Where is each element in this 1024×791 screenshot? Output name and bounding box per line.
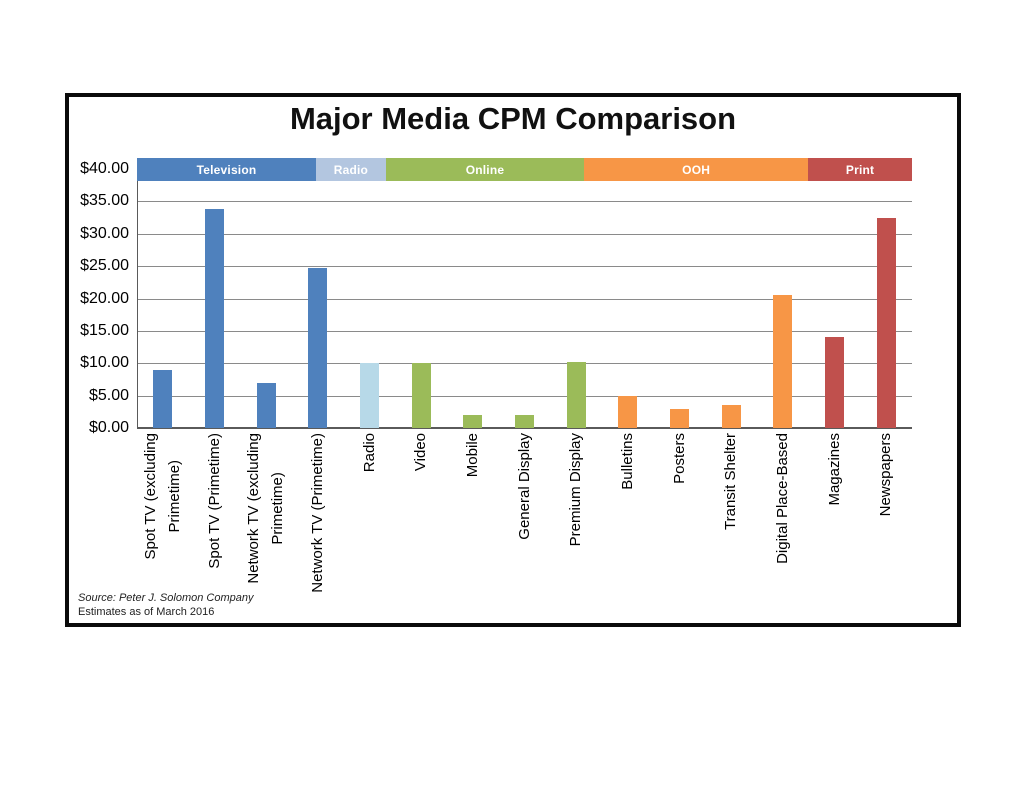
x-axis-label-video: Video bbox=[412, 433, 430, 472]
bar-spot-tv-primetime bbox=[205, 209, 224, 428]
legend-label-online: Online bbox=[465, 162, 505, 177]
x-axis-label-magazines: Magazines bbox=[825, 433, 843, 506]
chart-title: Major Media CPM Comparison bbox=[289, 101, 737, 136]
legend-segment-print: Print bbox=[808, 158, 912, 181]
bar-general-display bbox=[515, 415, 534, 428]
y-axis-tick-label-15: $15.00 bbox=[80, 321, 129, 339]
legend-label-print: Print bbox=[845, 162, 875, 177]
y-axis-tick-label-10: $10.00 bbox=[80, 354, 129, 372]
source-note-line-2: Estimates as of March 2016 bbox=[78, 606, 215, 618]
x-axis-label-general-display: General Display bbox=[515, 433, 533, 540]
bar-premium-display bbox=[566, 361, 586, 428]
y-axis-tick-label-30: $30.00 bbox=[80, 224, 129, 242]
y-axis-tick-label-5: $5.00 bbox=[88, 386, 129, 404]
bar-network-tv-primetime bbox=[308, 267, 328, 428]
bar-magazines bbox=[825, 337, 844, 428]
legend-label-ooh: OOH bbox=[682, 162, 711, 177]
y-axis-tick-label-35: $35.00 bbox=[80, 192, 129, 210]
bar-transit-shelter bbox=[721, 405, 741, 428]
gridline-25 bbox=[137, 266, 912, 268]
legend-label-television: Television bbox=[196, 162, 257, 177]
x-axis-label-transit-shelter: Transit Shelter bbox=[722, 433, 740, 530]
legend-segment-radio: Radio bbox=[316, 158, 386, 181]
chart-frame: Major Media CPM Comparison $40.00 $35.00 $… bbox=[65, 93, 961, 627]
y-axis-tick-label-40: $40.00 bbox=[80, 160, 129, 177]
plot-area: $40.00 $35.00 $30.00 $25.00 $20.00 $15.00 $10.… bbox=[69, 97, 957, 623]
gridline-35 bbox=[137, 201, 912, 203]
bar-video bbox=[411, 363, 431, 428]
gridline-30 bbox=[137, 233, 912, 235]
x-axis-label-digital-place-based: Digital Place-Based bbox=[773, 433, 791, 564]
x-axis-label-spot-tv-excluding-primetime: Spot TV (excluding Primetime) bbox=[141, 433, 183, 560]
x-axis-label-spot-tv-primetime: Spot TV (Primetime) bbox=[205, 433, 223, 569]
bar-bulletins bbox=[618, 395, 638, 428]
y-axis-line bbox=[137, 181, 138, 428]
bar-newspapers bbox=[876, 217, 896, 428]
bar-radio bbox=[360, 363, 379, 428]
category-legend-band: Television Radio Online OOH Print bbox=[137, 158, 912, 181]
legend-segment-ooh: OOH bbox=[584, 158, 809, 181]
bar-posters bbox=[670, 408, 689, 428]
bar-mobile bbox=[463, 415, 483, 428]
source-note-line-1: Source: Peter J. Solomon Company bbox=[78, 592, 254, 604]
bar-digital-place-based bbox=[773, 295, 793, 428]
y-axis-tick-label-20: $20.00 bbox=[80, 289, 129, 307]
gridline-20 bbox=[137, 298, 912, 300]
legend-segment-online: Online bbox=[385, 158, 585, 181]
y-axis-tick-label-25: $25.00 bbox=[80, 257, 129, 275]
x-axis-label-network-tv-excluding-primetime: Network TV (excluding Primetime) bbox=[245, 433, 287, 584]
gridline-10 bbox=[137, 363, 912, 365]
bar-network-tv-excluding-primetime bbox=[256, 382, 276, 428]
x-axis-label-mobile: Mobile bbox=[463, 433, 481, 478]
bar-spot-tv-excluding-primetime bbox=[153, 369, 173, 428]
x-axis-label-network-tv-primetime: Network TV (Primetime) bbox=[308, 433, 326, 593]
legend-label-radio: Radio bbox=[333, 162, 369, 177]
legend-segment-television: Television bbox=[137, 158, 317, 181]
x-axis-label-bulletins: Bulletins bbox=[618, 433, 636, 490]
x-axis-label-radio: Radio bbox=[360, 433, 378, 473]
gridline-5 bbox=[137, 395, 912, 397]
source-note: Source: Peter J. Solomon Company Estimat… bbox=[78, 591, 253, 619]
x-axis-label-premium-display: Premium Display bbox=[567, 433, 585, 547]
x-axis-label-posters: Posters bbox=[670, 433, 688, 484]
x-axis-line bbox=[137, 427, 912, 429]
y-axis-tick-label-0: $0.00 bbox=[88, 419, 129, 436]
x-axis-label-newspapers: Newspapers bbox=[877, 433, 895, 517]
gridline-15 bbox=[137, 330, 912, 332]
